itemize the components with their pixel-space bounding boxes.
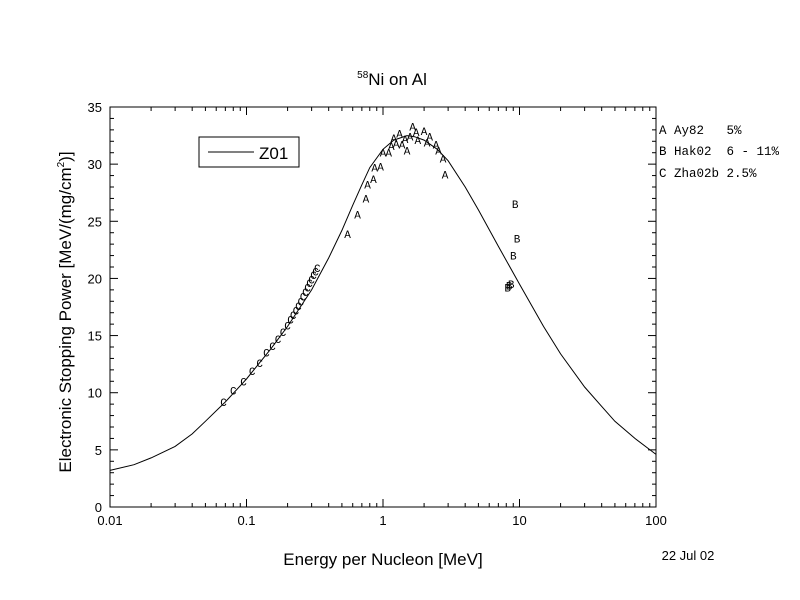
x-tick-label: 100 bbox=[645, 513, 667, 528]
data-point-c: C bbox=[284, 321, 291, 333]
data-point-a: A bbox=[344, 230, 351, 242]
data-point-c: C bbox=[302, 288, 309, 300]
y-tick-label: 30 bbox=[88, 157, 102, 172]
y-tick-label: 0 bbox=[95, 500, 102, 515]
data-point-c: C bbox=[308, 276, 315, 288]
chart-title-superscript: 58 bbox=[357, 70, 369, 81]
data-point-a: A bbox=[433, 141, 440, 153]
data-point-b: B bbox=[514, 234, 521, 246]
data-point-c: C bbox=[256, 359, 263, 371]
data-point-c: C bbox=[230, 386, 237, 398]
data-point-c: C bbox=[275, 335, 282, 347]
y-tick-label: 35 bbox=[88, 100, 102, 115]
data-point-b: B bbox=[510, 252, 517, 264]
data-point-a: A bbox=[421, 127, 428, 139]
data-point-c: C bbox=[220, 398, 227, 410]
data-point-a: A bbox=[363, 194, 370, 206]
data-point-a: A bbox=[390, 134, 397, 146]
data-legend-a: A Ay82 5% bbox=[659, 124, 742, 138]
data-point-c: C bbox=[312, 268, 319, 280]
data-point-a: A bbox=[426, 133, 433, 145]
data-point-b: B bbox=[508, 280, 515, 292]
data-legend: A Ay82 5% B Hak02 6 - 11% C Zha02b 2.5% bbox=[659, 124, 780, 181]
data-point-c: C bbox=[297, 297, 304, 309]
x-tick-label: 0.1 bbox=[237, 513, 255, 528]
data-point-a: A bbox=[399, 141, 406, 153]
data-point-c: C bbox=[263, 349, 270, 361]
curve-legend: Z01 bbox=[198, 136, 300, 168]
data-point-c: C bbox=[295, 302, 302, 314]
data-point-c: C bbox=[269, 342, 276, 354]
data-legend-c: C Zha02b 2.5% bbox=[659, 167, 757, 181]
data-point-a: A bbox=[409, 122, 416, 134]
data-point-a: A bbox=[407, 133, 414, 145]
data-point-a: A bbox=[377, 162, 384, 174]
data-point-a: A bbox=[413, 128, 420, 140]
data-point-c: C bbox=[304, 284, 311, 296]
data-point-a: A bbox=[404, 146, 411, 158]
data-legend-b: B Hak02 6 - 11% bbox=[659, 145, 780, 159]
y-axis-ticks: 0 5 10 15 20 25 30 35 bbox=[88, 100, 656, 515]
data-point-c: C bbox=[249, 367, 256, 379]
data-point-a: A bbox=[414, 136, 421, 148]
chart-title: 58Ni on Al bbox=[357, 70, 427, 89]
data-point-c: C bbox=[287, 316, 294, 328]
y-axis-label-main: Electronic Stopping Power [MeV/(mg/cm bbox=[56, 167, 75, 472]
data-point-c: C bbox=[240, 377, 247, 389]
data-point-a: A bbox=[385, 149, 392, 161]
data-point-a: A bbox=[396, 129, 403, 141]
data-point-c: C bbox=[293, 306, 300, 318]
y-tick-label: 25 bbox=[88, 214, 102, 229]
y-axis-label: Electronic Stopping Power [MeV/(mg/cm2)] bbox=[56, 151, 75, 472]
data-point-a: A bbox=[402, 135, 409, 147]
data-point-a: A bbox=[440, 154, 447, 166]
y-axis-label-superscript: 2 bbox=[56, 161, 67, 167]
y-axis-label-suffix: )] bbox=[56, 151, 75, 161]
x-tick-label: 1 bbox=[379, 513, 386, 528]
chart-title-text: Ni on Al bbox=[368, 70, 427, 89]
data-point-c: C bbox=[310, 271, 317, 283]
x-axis-label: Energy per Nucleon [MeV] bbox=[283, 550, 482, 569]
data-point-c: C bbox=[300, 293, 307, 305]
data-point-a: A bbox=[424, 138, 431, 150]
x-tick-label: 10 bbox=[512, 513, 526, 528]
data-point-a: A bbox=[354, 210, 361, 222]
data-point-c: C bbox=[314, 264, 321, 276]
z01-curve bbox=[109, 135, 657, 471]
data-point-b: B bbox=[504, 284, 511, 296]
y-tick-label: 15 bbox=[88, 329, 102, 344]
data-point-c: C bbox=[280, 328, 287, 340]
data-point-a: A bbox=[393, 140, 400, 152]
data-point-a: A bbox=[388, 142, 395, 154]
y-tick-label: 10 bbox=[88, 386, 102, 401]
curve-legend-label: Z01 bbox=[259, 144, 288, 163]
y-tick-label: 5 bbox=[95, 443, 102, 458]
x-tick-label: 0.01 bbox=[97, 513, 122, 528]
x-axis-ticks: 0.01 0.1 1 10 100 bbox=[97, 107, 667, 528]
data-point-a: A bbox=[371, 164, 378, 176]
data-point-a: A bbox=[442, 170, 449, 182]
data-point-a: A bbox=[380, 149, 387, 161]
data-point-b: B bbox=[506, 281, 513, 293]
data-point-c: C bbox=[306, 279, 313, 291]
data-point-b: B bbox=[512, 200, 519, 212]
data-point-a: A bbox=[435, 146, 442, 158]
data-point-a: A bbox=[370, 175, 377, 187]
y-tick-label: 20 bbox=[88, 271, 102, 286]
data-point-a: A bbox=[364, 181, 371, 193]
data-point-c: C bbox=[290, 311, 297, 323]
date-label: 22 Jul 02 bbox=[662, 548, 715, 563]
